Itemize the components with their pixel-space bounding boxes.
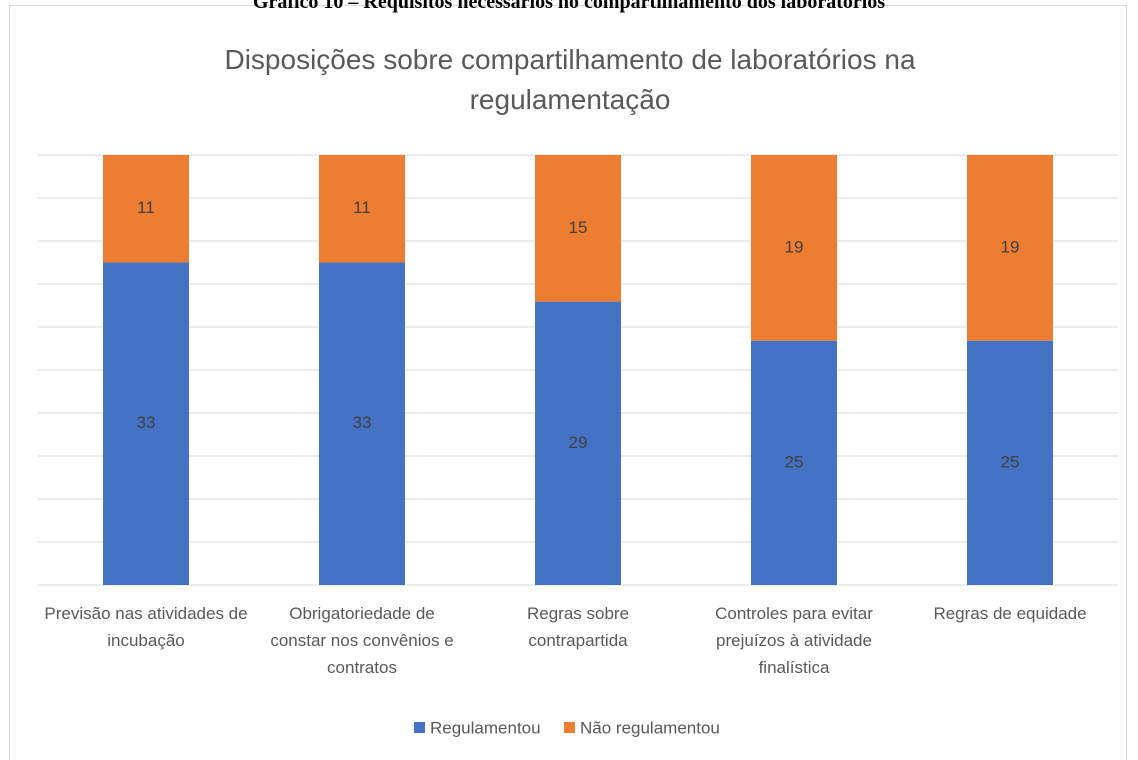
- x-tick-label: Regras sobre contrapartida: [526, 604, 630, 650]
- data-label: 33: [353, 413, 372, 432]
- data-label: 11: [137, 198, 155, 217]
- figure-caption: Gráfico 10 – Requisitos necessários no c…: [252, 0, 886, 13]
- chart-frame: [9, 5, 1127, 760]
- legend-swatch: [414, 722, 425, 733]
- x-tick-label: Regras de equidade: [933, 604, 1087, 623]
- bar-segment: [319, 155, 405, 263]
- data-label: 15: [569, 218, 588, 237]
- bar-segment: [751, 155, 837, 341]
- data-label: 19: [1001, 237, 1020, 256]
- data-label: 29: [569, 433, 588, 452]
- data-label: 25: [785, 452, 804, 471]
- bar-segment: [967, 340, 1053, 585]
- data-label: 33: [137, 413, 156, 432]
- bar-segment: [103, 262, 189, 585]
- bar-segment: [319, 262, 405, 585]
- bar-segment: [751, 340, 837, 585]
- bar-segment: [535, 155, 621, 302]
- data-label: 25: [1001, 452, 1020, 471]
- title-box: Disposições sobre compartilhamento de la…: [224, 44, 916, 115]
- legend-label: Regulamentou: [430, 718, 541, 737]
- bar-segment: [535, 301, 621, 585]
- x-tick-label: Controles para evitar prejuízos à ativid…: [715, 604, 873, 677]
- data-label: 11: [353, 198, 371, 217]
- x-tick-label: Previsão nas atividades de incubação: [44, 604, 248, 650]
- chart-title: Disposições sobre compartilhamento de la…: [224, 44, 916, 115]
- bar-segment: [103, 155, 189, 263]
- bar-segment: [967, 155, 1053, 341]
- legend-swatch: [564, 722, 575, 733]
- x-tick-label: Obrigatoriedade de constar nos convênios…: [270, 604, 454, 677]
- data-label: 19: [785, 237, 804, 256]
- legend-label: Não regulamentou: [580, 718, 720, 737]
